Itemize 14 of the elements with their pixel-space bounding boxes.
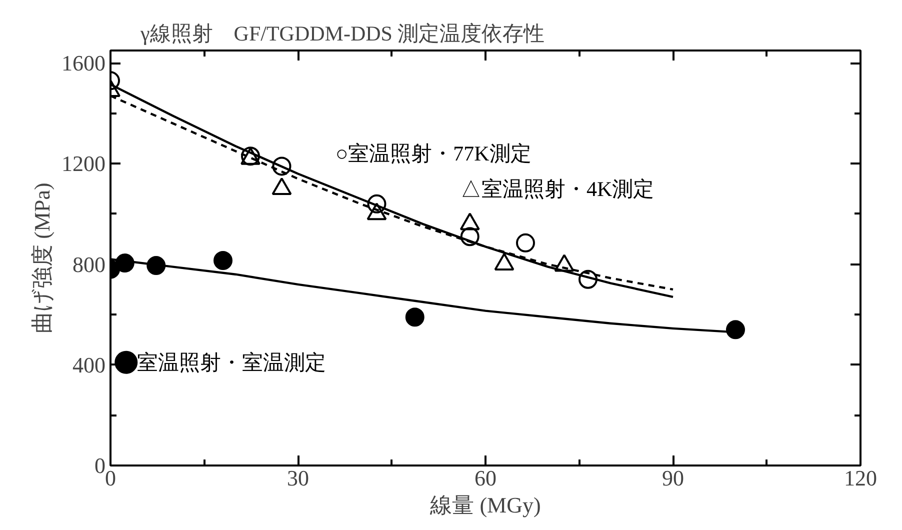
chart-title: γ線照射 GF/TGDDM-DDS 測定温度依存性 [140, 22, 545, 46]
y-tick-label: 1200 [62, 151, 106, 176]
y-axis-title: 曲げ強度 (MPa) [30, 182, 54, 334]
y-tick-label: 400 [72, 352, 106, 378]
x-tick-label: 30 [287, 466, 309, 490]
y-tick-label: 800 [72, 252, 106, 277]
legend-label: 室温照射・室温測定 [137, 350, 326, 374]
x-tick-label: 90 [662, 466, 684, 490]
x-tick-label: 120 [844, 466, 877, 490]
x-axis-title: 線量 (MGy) [429, 492, 541, 518]
x-tick-label: 60 [474, 466, 496, 490]
series-label: △室温照射・4K測定 [460, 176, 654, 201]
y-tick-label: 1600 [62, 50, 106, 76]
text: ○室温照射・77K測定 [336, 142, 532, 166]
